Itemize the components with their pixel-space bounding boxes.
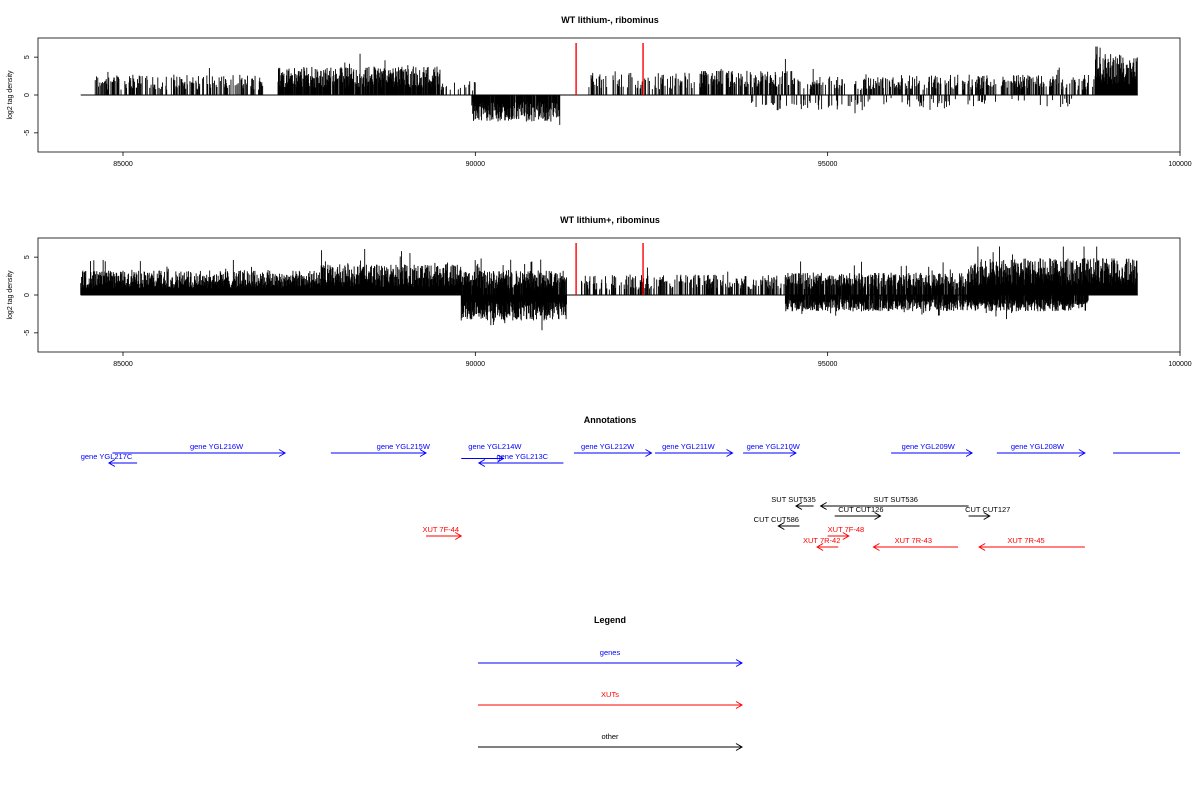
legend-title: Legend [594,615,626,625]
x-tick-label: 85000 [113,361,133,368]
feature-label: CUT CUT586 [754,515,799,524]
feature-arrow-head [872,543,880,551]
feature-label: XUT 7F-48 [828,525,865,534]
y-tick-label: 5 [24,55,31,59]
legend-label-xut: XUTs [601,690,619,699]
panel-1-axes: 85000 90000 95000 100000 -5 0 5 [24,43,1192,168]
feature-label: gene YGL213C [496,452,548,461]
y-tick-label: 0 [24,93,31,97]
feature-label: SUT SUT536 [873,495,917,504]
feature-label: CUT CUT126 [838,505,883,514]
legend-arrow-xut-head [735,701,743,709]
feature-label: XUT 7R-45 [1007,536,1044,545]
panel-1-title: WT lithium-, ribominus [561,15,659,25]
legend-panel: Legend genes XUTs other [478,615,743,751]
track-panel-2: WT lithium+, ribominus log2 tag density … [7,215,1192,368]
feature-label: gene YGL216W [190,442,244,451]
panel-2-axes: 85000 90000 95000 100000 -5 0 5 [24,243,1192,368]
feature-label: gene YGL211W [662,442,716,451]
feature-label: gene YGL212W [581,442,635,451]
feature-arrow-head [842,532,850,540]
x-tick-label: 95000 [818,161,838,168]
panel-1-bars [94,46,1138,125]
panel-1-ylabel: log2 tag density [7,70,14,120]
feature-arrow-head [965,449,974,457]
feature-arrow-head [789,449,797,457]
feature-arrow-head [819,502,827,510]
legend-items: genes XUTs other [478,648,743,751]
feature-arrow-head [477,459,486,467]
x-tick-label: 85000 [113,161,133,168]
feature-label: XUT 7R-42 [803,536,840,545]
feature-arrow-head [978,543,986,551]
panel-2-bars [80,246,1138,331]
feature-arrow-head [874,512,882,520]
feature-arrow-head [419,449,427,457]
feature-arrow-head [983,512,991,520]
y-tick-label: -5 [24,130,31,136]
feature-label: XUT 7R-43 [895,536,932,545]
feature-arrow-head [107,459,116,467]
x-tick-label: 90000 [466,161,486,168]
feature-arrow-head [794,502,803,510]
feature-arrow-head [777,522,785,530]
feature-label: XUT 7F-44 [422,525,459,534]
legend-arrow-gene-head [735,659,743,667]
feature-label: gene YGL210W [747,442,801,451]
y-tick-label: -5 [24,330,31,336]
legend-label-gene: genes [600,648,621,657]
feature-arrow-head [454,532,463,540]
annotations-title: Annotations [584,415,637,425]
feature-label: CUT CUT127 [965,505,1010,514]
feature-label: gene YGL217C [81,452,133,461]
legend-arrow-other-head [735,743,743,751]
feature-label: gene YGL215W [377,442,431,451]
x-tick-label: 90000 [466,361,486,368]
feature-arrow-head [726,449,734,457]
x-tick-label: 95000 [818,361,838,368]
annotation-features: gene YGL216W gene YGL217C gene YGL215W gene… [81,442,1180,551]
feature-arrow-head [1078,449,1086,457]
x-tick-label: 100000 [1168,361,1191,368]
feature-arrow-head [645,449,653,457]
track-panel-1: WT lithium-, ribominus log2 tag density … [7,15,1192,168]
y-tick-label: 0 [24,293,31,297]
feature-arrow-head [497,454,505,463]
feature-label: gene YGL209W [902,442,956,451]
x-tick-label: 100000 [1168,161,1191,168]
legend-label-other: other [601,732,619,741]
feature-arrow-head [278,449,287,457]
feature-arrow-head [816,543,824,551]
feature-label: gene YGL208W [1011,442,1065,451]
panel-2-ylabel: log2 tag density [7,270,14,320]
feature-label: SUT SUT535 [771,495,815,504]
feature-label: gene YGL214W [468,442,522,451]
panel-2-title: WT lithium+, ribominus [560,215,660,225]
y-tick-label: 5 [24,255,31,259]
